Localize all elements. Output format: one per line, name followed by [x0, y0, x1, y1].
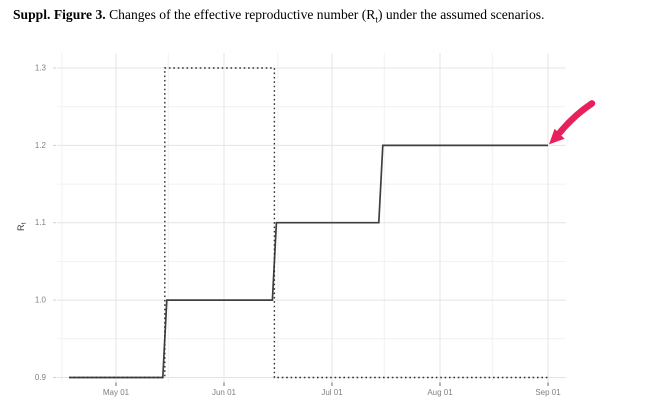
x-tick-label: Jul 01 — [321, 388, 343, 397]
y-axis-title: Rt — [16, 223, 28, 232]
y-tick-label: 1.0 — [35, 296, 47, 305]
y-tick-label: 1.2 — [35, 141, 47, 150]
y-tick-label: 0.9 — [35, 373, 47, 382]
figure-caption: Suppl. Figure 3. Changes of the effectiv… — [13, 7, 545, 26]
dotted-scenario-temporary-peak-line — [69, 67, 548, 379]
x-tick-label: May 01 — [103, 388, 130, 397]
y-tick-label: 1.1 — [35, 218, 47, 227]
x-tick-label: Aug 01 — [427, 388, 453, 397]
x-tick-label: Sep 01 — [535, 388, 561, 397]
caption-rt-subscript: t — [375, 15, 378, 26]
caption-text-end: ) under the assumed scenarios. — [377, 7, 545, 22]
x-tick-label: Jun 01 — [212, 388, 237, 397]
caption-text: Changes of the effective reproductive nu… — [105, 7, 376, 22]
annotation-arrowhead-icon — [549, 128, 565, 145]
caption-label: Suppl. Figure 3. — [13, 7, 106, 22]
y-tick-label: 1.3 — [35, 64, 47, 73]
annotation-arrow-shaft — [556, 100, 596, 136]
solid-scenario-stepwise-increase-line — [69, 144, 548, 379]
